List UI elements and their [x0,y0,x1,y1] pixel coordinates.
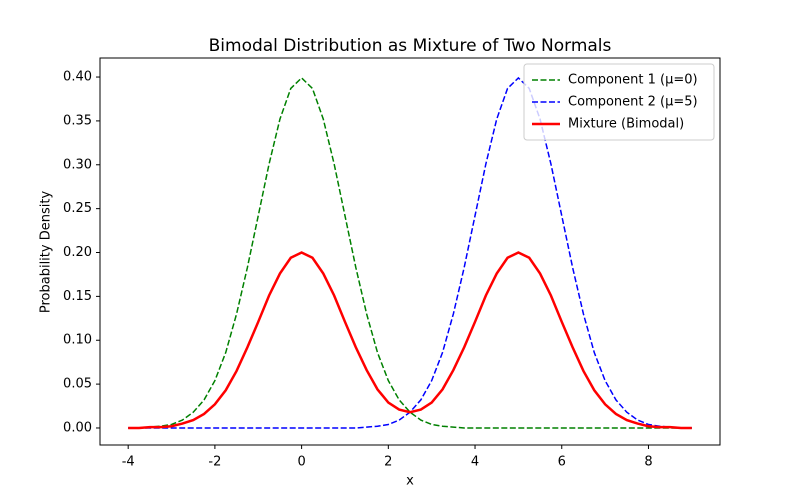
x-tick-label: 4 [471,455,479,470]
x-tick-label: 2 [384,455,392,470]
legend-label: Mixture (Bimodal) [568,117,684,132]
x-tick-label: -2 [208,455,221,470]
x-tick-label: -4 [122,455,135,470]
legend-label: Component 2 (μ=5) [568,95,698,110]
y-tick-label: 0.10 [63,333,92,348]
y-tick-label: 0.35 [63,113,92,128]
y-tick-label: 0.20 [63,245,92,260]
y-axis-label: Probability Density [39,191,54,314]
plot-frame [99,57,721,446]
y-tick-label: 0.05 [63,377,92,392]
x-axis-label: x [406,474,414,489]
y-tick-label: 0.00 [63,420,92,435]
y-tick-label: 0.15 [63,289,92,304]
y-tick-label: 0.25 [63,201,92,216]
x-tick-label: 0 [297,455,305,470]
y-tick-label: 0.40 [63,70,92,85]
legend-label: Component 1 (μ=0) [568,73,698,88]
chart-title: Bimodal Distribution as Mixture of Two N… [209,36,612,56]
x-tick-label: 8 [644,455,652,470]
x-tick-label: 6 [558,455,566,470]
y-tick-label: 0.30 [63,157,92,172]
series-line [128,76,692,429]
series-line [128,251,692,430]
legend-box [523,63,715,141]
